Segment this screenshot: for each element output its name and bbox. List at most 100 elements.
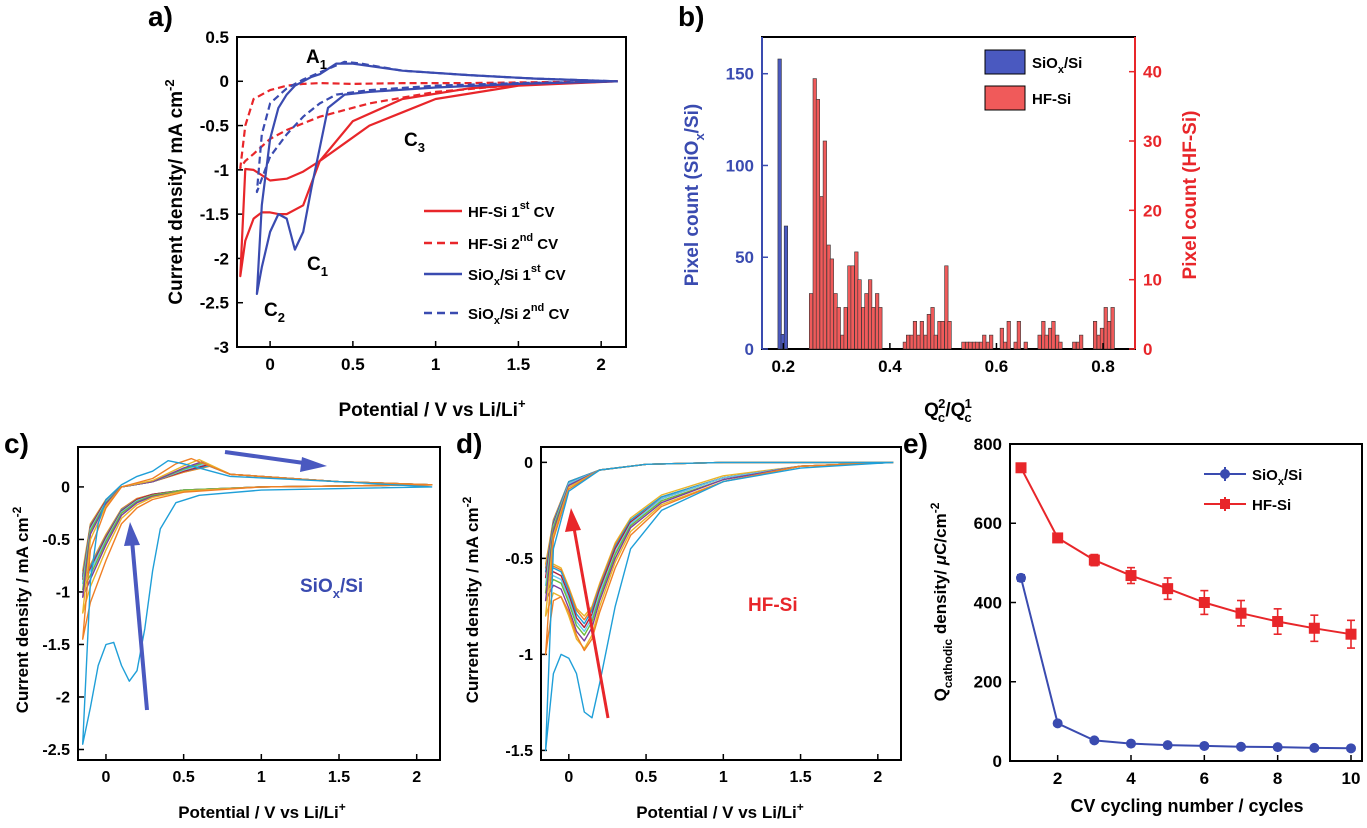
panel-e-point-hfsi	[1125, 570, 1137, 582]
panel-c-xtick-label: 0	[102, 769, 111, 786]
panel-e-xtick-label: 4	[1126, 769, 1136, 788]
panel-a-ylabel: Current density/ mA cm-2	[162, 79, 187, 304]
panel-d-ytick-label: -0.5	[505, 551, 533, 568]
panel-a-ytick-label: -0.5	[200, 117, 229, 136]
panel-d-cycle-1-line	[544, 461, 894, 752]
panel-b-bar-hfsi	[822, 140, 827, 350]
panel-a-series-line-2	[239, 80, 618, 170]
panel-b-ylabel-left: Pixel count (SiOx/Si)	[682, 104, 707, 287]
panel-b-right-ytick-label: 40	[1143, 63, 1162, 82]
panel-b-right-ytick-label: 30	[1143, 132, 1162, 151]
legend-siox-1st: SiOx/Si 1st CV	[468, 263, 566, 288]
panel-b-xtick-label: 0.2	[771, 357, 795, 376]
annotation-a1: A1	[306, 47, 327, 72]
panel-e-point-siox	[1236, 741, 1246, 752]
panel-e-ytick-label: 600	[974, 514, 1002, 533]
panel-e-point-siox	[1272, 742, 1283, 753]
panel-b-xtick-label: 0.4	[878, 357, 902, 376]
panel-e-point-siox	[1199, 740, 1210, 751]
panel-c-chart: c) 0 0.5 1 1.5 2 0 -0.5 -1 -1.5 -2 -2.5 SiOx/Si Po…	[4, 428, 441, 822]
panel-b-right-ytick-label: 10	[1143, 271, 1162, 290]
panel-b-bar-hfsi	[933, 334, 938, 350]
panel-a-ytick-label: -1	[214, 161, 229, 180]
legend-hfsi-bars: HF-Si	[1032, 91, 1071, 108]
panel-e-legend: SiOx/Si HF-Si	[1204, 467, 1302, 514]
panel-e-point-hfsi	[1052, 532, 1064, 544]
panel-c-inset-label: SiOx/Si	[300, 576, 363, 601]
panel-b-bar-hfsi	[843, 307, 848, 350]
panel-c-ytick-label: -2	[56, 690, 70, 707]
panel-e-point-hfsi	[1198, 597, 1210, 608]
panel-c-ytick-label: -1	[56, 585, 70, 602]
panel-e-chart: e) 2 4 6 8 10 0 200 400 600 800 SiOx/Si HF-Si CV …	[903, 428, 1363, 816]
panel-e-xlabel: CV cycling number / cycles	[1070, 796, 1303, 816]
panel-a-xtick-label: 0.5	[341, 355, 365, 374]
panel-b-bar-hfsi	[1006, 320, 1011, 350]
panel-b-bar-hfsi	[919, 320, 924, 350]
annotation-c1: C1	[307, 254, 328, 279]
panel-b-bar-hfsi	[982, 334, 987, 350]
panel-b-bar-hfsi	[947, 320, 952, 350]
panel-b-bar-hfsi	[926, 313, 931, 350]
panel-c-ytick-label: -1.5	[42, 637, 70, 654]
panel-c-ytick-label: -2.5	[42, 742, 70, 759]
panel-b-left-ytick-label: 50	[735, 248, 754, 267]
panel-b-bar-hfsi	[836, 307, 841, 350]
panel-a-ytick-label: 0.5	[205, 28, 229, 47]
panel-b-bar-hfsi	[1023, 341, 1028, 350]
cycle-direction-arrow-c1	[130, 539, 149, 711]
panel-a-ytick-label: -2	[214, 249, 229, 268]
legend-hfsi-e: HF-Si	[1252, 497, 1291, 514]
panel-e-label: e)	[903, 428, 928, 459]
panel-d-label: d)	[456, 428, 482, 459]
panel-d-ytick-label: -1	[519, 647, 533, 664]
panel-b-bar-hfsi	[1072, 341, 1077, 350]
panel-a-frame	[236, 36, 627, 348]
panel-a-ytick-label: -3	[214, 338, 229, 357]
arrowhead-c2	[300, 457, 327, 472]
panel-d-xlabel: Potential / V vs Li/Li+	[636, 800, 804, 822]
panel-c-ytick-label: -0.5	[42, 532, 70, 549]
panel-b-left-ytick-label: 150	[726, 65, 754, 84]
panel-c-xlabel: Potential / V vs Li/Li+	[178, 800, 346, 822]
panel-e-point-hfsi	[1272, 616, 1284, 628]
panel-b-xtick-label: 0.8	[1091, 357, 1115, 376]
panel-d-chart: d) 0 0.5 1 1.5 2 0 -0.5 -1 -1.5 HF-Si Potential …	[456, 428, 902, 822]
panel-a-xtick-label: 2	[596, 355, 605, 374]
panel-e-line-siox	[1020, 577, 1352, 750]
legend-siox-2nd: SiOx/Si 2nd CV	[468, 302, 569, 327]
panel-b-bar-hfsi	[815, 99, 821, 350]
panel-a-annotations: A1 C1 C2 C3	[264, 47, 425, 325]
arrowhead-d	[565, 508, 581, 532]
panel-a-legend: HF-Si 1st CV HF-Si 2nd CV SiOx/Si 1st CV…	[424, 200, 569, 327]
panel-c-frame	[77, 446, 441, 761]
panel-b-bar-hfsi	[912, 320, 918, 350]
panel-c-ylabel: Current density / mA cm-2	[10, 506, 32, 713]
panel-d-ylabel: Current density / mA cm-2	[460, 496, 482, 703]
panel-b-legend: SiOx/Si HF-Si	[984, 49, 1082, 111]
panel-a-xlabel: Potential / V vs Li/Li+	[338, 396, 525, 421]
panel-b-bar-hfsi	[1044, 334, 1049, 350]
panel-e-line-hfsi	[1020, 467, 1352, 636]
panel-d-ytick-label: 0	[524, 455, 533, 472]
panel-c-cycle-3-line	[82, 458, 433, 614]
panel-a-xtick-label: 0	[265, 355, 274, 374]
panel-b-bar-hfsi	[857, 279, 862, 350]
panel-e-point-hfsi	[1088, 554, 1100, 566]
panel-b-bar-hfsi	[871, 307, 876, 350]
legend-marker-hfsi-e	[1220, 499, 1230, 509]
panel-d-xtick-label: 0.5	[635, 769, 657, 786]
panel-c-xtick-label: 0.5	[173, 769, 195, 786]
panel-d-xtick-label: 2	[873, 769, 882, 786]
panel-e-point-siox	[1126, 738, 1136, 749]
panel-e-point-hfsi	[1015, 462, 1027, 474]
panel-b-left-ytick-label: 0	[745, 340, 754, 359]
panel-b-bar-hfsi	[1079, 334, 1084, 350]
panel-b-bar-hfsi	[1106, 320, 1111, 350]
panel-e-point-siox	[1016, 572, 1026, 583]
panel-a-label: a)	[148, 1, 173, 32]
panel-b-chart: b) 0.2 0.4 0.6 0.8 0 50 100 150 0 10 20 30 40 SiOx/S…	[678, 1, 1201, 425]
panel-b-bar-hfsi	[864, 293, 869, 350]
panel-b-right-ytick-label: 0	[1143, 340, 1152, 359]
